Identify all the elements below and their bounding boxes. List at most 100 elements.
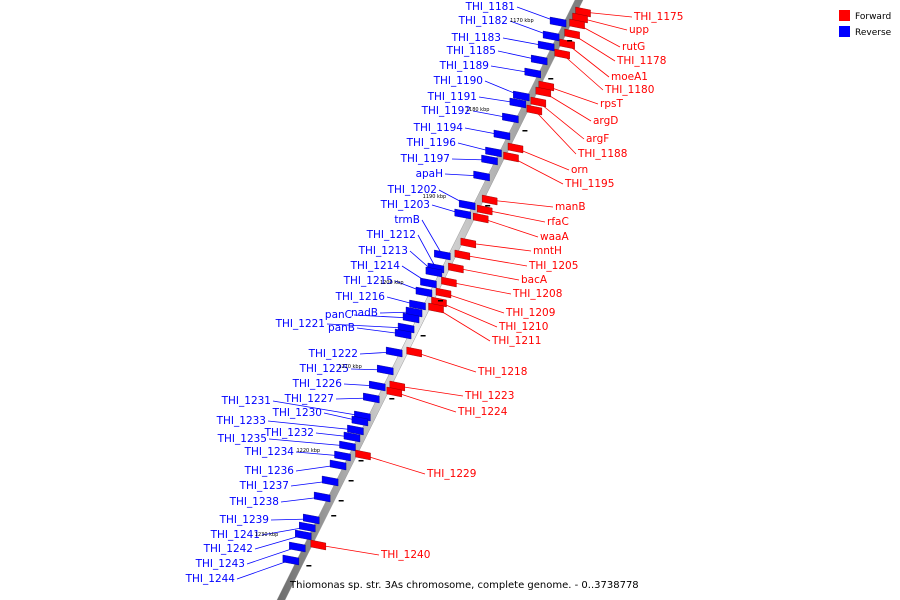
- gene-label-reverse: THI_1189: [439, 60, 489, 72]
- gene-connector: [326, 323, 407, 329]
- gene-connector: [484, 209, 546, 223]
- gene-label-forward: THI_1211: [491, 335, 541, 347]
- gene-connector: [421, 219, 443, 256]
- gene-label-forward: THI_1208: [512, 288, 562, 300]
- gene-connector: [462, 254, 528, 267]
- position-marker: 1190 kbp: [423, 194, 447, 200]
- gene-connector: [443, 292, 505, 314]
- gene-label-reverse: THI_1221: [275, 318, 325, 330]
- forward-gene-feature: [569, 18, 585, 30]
- gene-label-reverse: THI_1238: [229, 496, 279, 508]
- reverse-gene-feature: [485, 146, 502, 158]
- forward-gene-feature: [355, 449, 371, 461]
- reverse-gene-feature: [377, 364, 394, 376]
- small-feature-mark: [389, 398, 395, 400]
- reverse-gene-feature: [473, 170, 490, 182]
- forward-gene-feature: [535, 86, 552, 98]
- reverse-gene-feature: [502, 112, 519, 124]
- reverse-gene-feature: [493, 129, 511, 141]
- legend-forward-swatch: [839, 10, 850, 21]
- gene-label-reverse: THI_1214: [350, 260, 401, 272]
- small-feature-mark: [331, 515, 337, 517]
- gene-label-forward: THI_1223: [464, 390, 514, 402]
- gene-connector: [272, 400, 363, 417]
- gene-label-reverse: THI_1239: [219, 514, 269, 526]
- forward-gene-feature: [507, 142, 524, 154]
- reverse-gene-feature: [369, 380, 386, 392]
- gene-connector: [435, 307, 491, 342]
- small-feature-mark: [306, 565, 312, 567]
- forward-gene-feature: [460, 237, 477, 249]
- reverse-gene-feature: [509, 97, 527, 109]
- gene-connector: [510, 156, 564, 185]
- gene-label-reverse: THI_1190: [433, 75, 483, 87]
- gene-label-forward: moeA1: [611, 71, 648, 83]
- small-feature-mark: [485, 205, 491, 207]
- gene-label-reverse: THI_1185: [446, 45, 496, 57]
- forward-gene-feature: [530, 96, 547, 108]
- gene-label-forward: waaA: [540, 231, 569, 243]
- gene-label-reverse: THI_1216: [335, 291, 386, 303]
- gene-label-forward: manB: [555, 201, 586, 213]
- gene-label-reverse: THI_1192: [421, 105, 471, 117]
- reverse-gene-feature: [454, 208, 471, 220]
- position-marker: 1220 kbp: [297, 448, 321, 454]
- gene-label-forward: rfaC: [547, 216, 569, 228]
- forward-gene-feature: [564, 28, 580, 40]
- gene-label-forward: THI_1178: [616, 55, 666, 67]
- reverse-gene-feature: [289, 541, 306, 553]
- gene-connector: [543, 91, 592, 122]
- small-feature-mark: [348, 480, 354, 482]
- reverse-gene-feature: [420, 277, 437, 289]
- reverse-gene-feature: [415, 286, 433, 298]
- gene-label-reverse: THI_1202: [387, 184, 437, 196]
- gene-connector: [394, 391, 457, 413]
- gene-label-reverse: THI_1234: [244, 446, 295, 458]
- gene-label-reverse: THI_1230: [272, 407, 322, 419]
- gene-connector: [546, 85, 599, 105]
- reverse-gene-feature: [334, 450, 351, 462]
- gene-label-reverse: THI_1191: [427, 91, 477, 103]
- reverse-gene-feature: [513, 90, 530, 102]
- gene-connector: [561, 53, 604, 91]
- gene-label-reverse: THI_1226: [292, 378, 343, 390]
- gene-label-forward: THI_1195: [564, 178, 614, 190]
- gene-label-reverse: THI_1237: [239, 480, 289, 492]
- reverse-gene-feature: [347, 424, 364, 436]
- reverse-gene-feature: [343, 431, 361, 443]
- position-marker: 1230 kbp: [255, 532, 279, 538]
- forward-gene-feature: [448, 262, 464, 274]
- reverse-gene-feature: [531, 54, 548, 66]
- gene-label-forward: rpsT: [600, 98, 623, 110]
- gene-label-reverse: THI_1233: [216, 415, 266, 427]
- gene-label-forward: argF: [586, 133, 609, 145]
- gene-connector: [538, 101, 585, 140]
- small-feature-mark: [420, 335, 426, 337]
- forward-gene-feature: [454, 249, 471, 261]
- reverse-gene-feature: [321, 475, 339, 487]
- forward-gene-feature: [477, 204, 493, 216]
- gene-label-reverse: panC: [325, 309, 352, 321]
- gene-label-forward: mntH: [533, 245, 562, 257]
- gene-connector: [438, 301, 498, 328]
- gene-connector: [579, 17, 628, 31]
- reverse-gene-feature: [434, 249, 451, 261]
- legend: Forward Reverse: [839, 10, 892, 38]
- reverse-gene-feature: [385, 346, 403, 358]
- gene-connector: [480, 217, 539, 238]
- gene-label-forward: THI_1188: [577, 148, 627, 160]
- position-marker: 1170 kbp: [510, 18, 534, 24]
- gene-connector: [397, 385, 464, 397]
- reverse-gene-feature: [458, 199, 476, 211]
- gene-label-reverse: THI_1244: [185, 573, 236, 585]
- forward-gene-feature: [503, 151, 519, 163]
- gene-label-reverse: THI_1225: [299, 363, 349, 375]
- gene-connector: [362, 454, 426, 475]
- gene-label-reverse: THI_1212: [366, 229, 416, 241]
- position-marker: 1210 kbp: [338, 364, 362, 370]
- gene-label-reverse: THI_1242: [203, 543, 253, 555]
- gene-label-forward: THI_1180: [604, 84, 654, 96]
- gene-label-reverse: apaH: [416, 168, 443, 180]
- forward-gene-feature: [406, 346, 422, 358]
